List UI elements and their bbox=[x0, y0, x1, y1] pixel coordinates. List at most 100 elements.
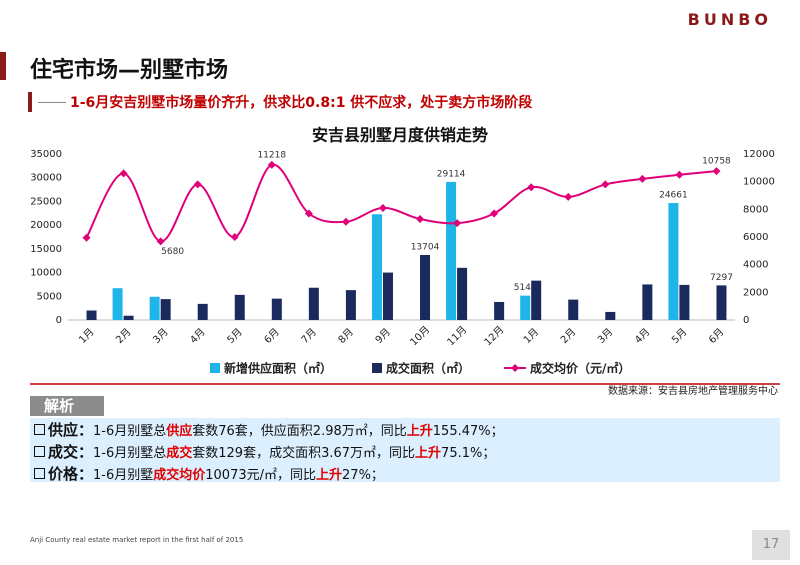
analysis-text: 1-6月别墅总 bbox=[93, 446, 167, 461]
bar bbox=[123, 315, 134, 320]
emphasis-text: 成交 bbox=[166, 446, 193, 461]
x-tick-label: 5月 bbox=[669, 326, 689, 346]
y2-tick-label: 4000 bbox=[743, 260, 768, 271]
bar bbox=[716, 285, 727, 320]
bar bbox=[446, 181, 457, 320]
x-tick-label: 6月 bbox=[262, 326, 282, 346]
bar bbox=[382, 272, 393, 320]
analysis-text: 套数76套，供应面积2.98万㎡，同比 bbox=[192, 424, 407, 439]
data-label: 29114 bbox=[437, 169, 466, 179]
y2-tick-label: 10000 bbox=[743, 177, 775, 188]
legend-label: 成交均价（元/㎡） bbox=[530, 361, 630, 376]
bar bbox=[568, 299, 579, 320]
price-marker bbox=[564, 192, 573, 201]
emphasis-text: 上升 bbox=[415, 446, 442, 461]
data-label: 5140 bbox=[514, 283, 537, 293]
y2-tick-label: 0 bbox=[743, 315, 749, 326]
analysis-header: 解析 bbox=[30, 396, 104, 416]
subtitle-rule bbox=[38, 102, 66, 103]
checkbox bbox=[34, 468, 45, 479]
analysis-text: 75.1%； bbox=[441, 446, 496, 461]
emphasis-text: 供应 bbox=[166, 424, 193, 439]
analysis-text: 套数129套，成交面积3.67万㎡，同比 bbox=[192, 446, 416, 461]
y-tick-label: 25000 bbox=[30, 196, 62, 207]
page-number: 17 bbox=[752, 530, 790, 560]
analysis-box: 供应：1-6月别墅总供应套数76套，供应面积2.98万㎡，同比上升155.47%… bbox=[30, 418, 780, 483]
bar bbox=[531, 280, 542, 320]
legend-label: 成交面积（㎡） bbox=[386, 361, 470, 376]
analysis-row: 成交：1-6月别墅总成交套数129套，成交面积3.67万㎡，同比上升75.1%； bbox=[30, 442, 780, 464]
data-label: 24661 bbox=[659, 191, 688, 201]
bar bbox=[345, 290, 356, 320]
chart-title: 安吉县别墅月度供销走势 bbox=[312, 126, 488, 145]
analysis-text: 1-6月别墅 bbox=[93, 468, 154, 483]
bar bbox=[679, 284, 690, 320]
bar bbox=[457, 267, 468, 320]
legend-swatch bbox=[372, 363, 383, 373]
bar bbox=[642, 284, 653, 320]
y2-tick-label: 6000 bbox=[743, 232, 768, 243]
bar bbox=[308, 287, 319, 320]
accent-bar bbox=[0, 52, 6, 80]
emphasis-text: 上升 bbox=[406, 424, 433, 439]
bar bbox=[271, 298, 282, 320]
y-tick-label: 0 bbox=[56, 315, 62, 326]
data-label: 5680 bbox=[161, 247, 184, 257]
data-label: 10758 bbox=[702, 157, 731, 167]
legend-swatch bbox=[210, 363, 220, 373]
y2-tick-label: 2000 bbox=[743, 287, 768, 298]
data-label: 7297 bbox=[710, 273, 733, 283]
x-tick-label: 11月 bbox=[445, 324, 470, 349]
x-tick-label: 3月 bbox=[595, 326, 615, 346]
bar bbox=[234, 294, 245, 320]
y-tick-label: 20000 bbox=[30, 220, 62, 231]
analysis-label: 供应： bbox=[48, 421, 94, 439]
analysis-label: 成交： bbox=[48, 443, 94, 461]
analysis-text: 155.47%； bbox=[432, 424, 504, 439]
chart: 安吉县别墅月度供销走势 数据来源：安吉县房地产管理服务中心 0 5000 10000… bbox=[30, 126, 780, 395]
subtitle-marker bbox=[28, 92, 32, 112]
source: 数据来源：安吉县房地产管理服务中心 bbox=[608, 384, 778, 395]
page-title: 住宅市场—别墅市场 bbox=[30, 58, 229, 83]
bar bbox=[668, 203, 679, 320]
y-tick-label: 35000 bbox=[30, 149, 62, 160]
bar bbox=[197, 303, 208, 320]
bar bbox=[112, 288, 123, 320]
price-marker bbox=[712, 167, 721, 176]
x-tick-label: 2月 bbox=[558, 326, 578, 346]
bar bbox=[605, 311, 616, 320]
x-tick-label: 2月 bbox=[114, 326, 134, 346]
x-tick-label: 3月 bbox=[151, 326, 171, 346]
x-tick-label: 1月 bbox=[521, 326, 541, 346]
y-tick-label: 15000 bbox=[30, 244, 62, 255]
analysis-text: 27%； bbox=[342, 468, 384, 483]
price-marker bbox=[267, 160, 276, 169]
bar bbox=[520, 295, 531, 320]
bar bbox=[371, 214, 382, 320]
price-marker bbox=[82, 233, 91, 242]
analysis-row: 价格：1-6月别墅成交均价10073元/㎡，同比上升27%； bbox=[30, 464, 780, 486]
analysis-label: 价格： bbox=[48, 465, 94, 483]
x-tick-label: 9月 bbox=[373, 326, 393, 346]
bar bbox=[420, 255, 431, 320]
price-marker bbox=[156, 237, 165, 246]
x-tick-label: 5月 bbox=[225, 326, 245, 346]
price-marker bbox=[304, 209, 313, 218]
price-marker bbox=[638, 174, 647, 183]
x-tick-label: 10月 bbox=[408, 324, 433, 349]
analysis-text: 10073元/㎡，同比 bbox=[205, 468, 317, 483]
logo: BUNBO bbox=[687, 10, 772, 29]
price-marker bbox=[675, 170, 684, 179]
analysis-text: 1-6月别墅总 bbox=[93, 424, 167, 439]
price-marker bbox=[453, 219, 462, 228]
y2-tick-label: 8000 bbox=[743, 204, 768, 215]
footer-note: Anji County real estate market report in… bbox=[30, 536, 244, 544]
bar bbox=[86, 310, 97, 320]
x-tick-label: 12月 bbox=[482, 324, 507, 349]
x-tick-label: 8月 bbox=[336, 326, 356, 346]
legend-swatch bbox=[511, 364, 520, 372]
price-marker bbox=[193, 180, 202, 189]
price-line bbox=[85, 163, 717, 243]
bar bbox=[494, 301, 505, 320]
